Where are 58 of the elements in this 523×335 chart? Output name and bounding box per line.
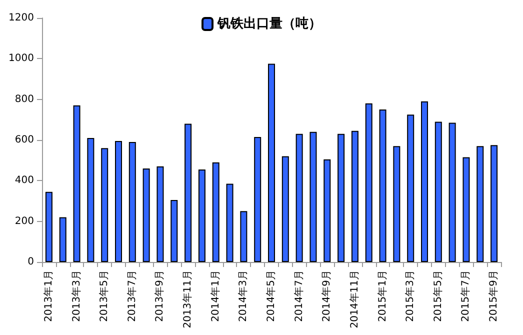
bar: [379, 110, 386, 262]
bar: [45, 192, 52, 262]
bar: [338, 134, 345, 262]
y-tick-label: 200: [14, 216, 34, 227]
x-tick-label: 2015年3月: [404, 270, 416, 322]
x-tick-label: 2013年1月: [42, 270, 54, 322]
x-tick-label: 2014年5月: [265, 270, 277, 322]
y-tick-label: 600: [14, 134, 34, 146]
x-tick-label: 2015年1月: [376, 270, 388, 322]
bar: [462, 157, 470, 262]
x-tick-label: 2014年9月: [320, 270, 333, 322]
bar: [476, 146, 484, 262]
bar: [226, 184, 234, 262]
bar: [212, 162, 220, 262]
bar: [310, 132, 317, 262]
x-tick-label: 2013年7月: [126, 270, 138, 322]
bar: [393, 146, 400, 262]
x-tick-label: 2013年9月: [154, 270, 166, 322]
bar: [115, 141, 122, 262]
bar: [156, 166, 164, 262]
x-tick-label: 2014年11月: [348, 270, 360, 328]
bar: [142, 168, 150, 262]
bar: [434, 122, 442, 262]
bar: [184, 124, 192, 262]
x-tick-label: 2013年11月: [182, 270, 194, 328]
bar: [268, 64, 275, 262]
bar: [128, 142, 136, 262]
x-tick-label: 2014年1月: [209, 270, 222, 322]
bar: [296, 134, 303, 262]
x-tick-label: 2015年7月: [460, 270, 472, 322]
x-tick-label: 2013年5月: [98, 270, 110, 322]
bar: [282, 156, 289, 262]
bar: [101, 148, 108, 262]
legend-label: 钒铁出口量（吨）: [216, 16, 322, 32]
bar: [254, 136, 262, 262]
bar: [59, 217, 66, 262]
x-tick-label: 2015年5月: [432, 270, 444, 322]
bar: [351, 130, 358, 262]
y-tick-label: 800: [14, 94, 34, 105]
bar: [170, 200, 178, 262]
y-tick-label: 1200: [8, 12, 34, 24]
bar: [421, 101, 428, 262]
bar: [324, 159, 331, 262]
y-tick-label: 0: [28, 256, 34, 268]
y-tick-label: 1000: [8, 53, 34, 64]
bar: [407, 114, 414, 262]
bar: [448, 122, 456, 262]
x-tick-label: 2014年3月: [237, 270, 250, 322]
bar: [87, 138, 94, 262]
bar: [73, 105, 80, 262]
bar: [240, 211, 248, 262]
bar: [365, 103, 372, 262]
bar: [198, 169, 206, 262]
y-tick-label: 400: [14, 175, 34, 186]
x-tick-label: 2014年7月: [292, 270, 305, 322]
x-tick-label: 2013年3月: [70, 270, 82, 322]
x-tick-label: 2015年9月: [488, 270, 500, 322]
bar: [490, 145, 498, 262]
